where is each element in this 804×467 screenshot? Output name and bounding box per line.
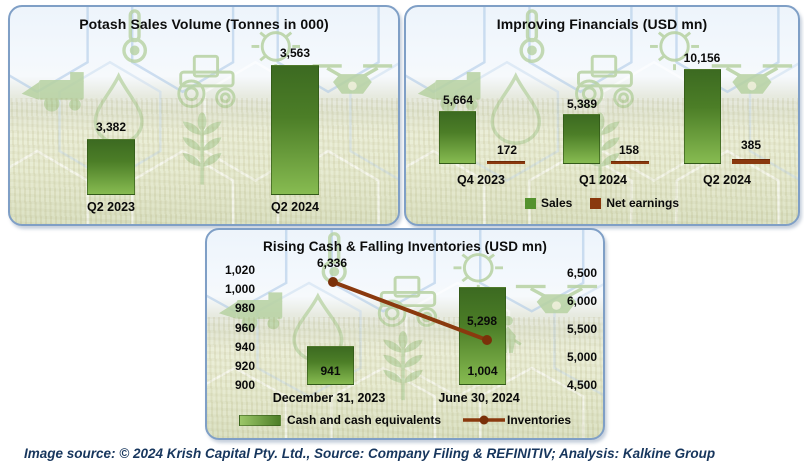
sales-value-label: 5,664 (442, 93, 474, 107)
x-axis-label: Q2 2024 (271, 200, 319, 214)
x-axis-label: Q4 2023 (457, 173, 505, 187)
cash-legend-swatch (238, 414, 281, 426)
bar-q2-2023 (87, 139, 135, 195)
inventories-line-series (328, 277, 492, 345)
right-axis-tick: 6,000 (566, 294, 597, 308)
net-bar-q2-2024 (732, 159, 770, 164)
left-axis-tick: 1,000 (224, 282, 255, 296)
legend-label: Inventories (507, 413, 572, 427)
sales-bar-q1-2024 (563, 114, 600, 164)
legend: Cash and cash equivalents Inventories (207, 413, 603, 427)
cash-bar-dec-2023 (307, 346, 354, 385)
left-axis-tick: 960 (234, 321, 255, 335)
sales-bar-q2-2024 (684, 69, 721, 164)
legend-label: Net earnings (606, 196, 680, 210)
inventories-value-label: 6,336 (316, 256, 348, 270)
legend-item-inventories: Inventories (463, 413, 571, 427)
left-axis-tick: 900 (234, 378, 255, 392)
net-bar-q4-2023 (487, 161, 525, 164)
sales-value-label: 10,156 (683, 51, 721, 65)
right-axis-tick: 5,500 (566, 322, 597, 336)
cash-value-label: 1,004 (467, 364, 498, 378)
x-axis-label: December 31, 2023 (272, 391, 386, 405)
bar-value-label: 3,563 (279, 46, 311, 60)
chart-title: Improving Financials (USD mn) (496, 16, 708, 32)
right-axis-tick: 5,000 (566, 350, 597, 364)
bar-value-label: 3,382 (95, 120, 127, 134)
cash-value-label: 941 (320, 364, 341, 378)
legend-item-net-earnings: Net earnings (590, 196, 679, 210)
x-axis-label: Q2 2023 (87, 200, 135, 214)
left-axis-tick: 980 (234, 301, 255, 315)
sales-bar-q4-2023 (439, 111, 476, 164)
sales-legend-swatch (524, 197, 536, 209)
legend-item-cash: Cash and cash equivalents (238, 413, 442, 427)
chart-panel-cash-inventories: Rising Cash & Falling Inventories (USD m… (205, 228, 605, 440)
left-axis-tick: 920 (234, 359, 255, 373)
field-hexagon-background (207, 230, 603, 438)
chart-title: Rising Cash & Falling Inventories (USD m… (263, 239, 547, 254)
right-axis-tick: 6,500 (566, 266, 597, 280)
right-axis-tick: 4,500 (566, 378, 597, 392)
legend-label: Cash and cash equivalents (286, 413, 442, 427)
inventories-value-label: 5,298 (466, 314, 498, 328)
chart-panel-financials: Improving Financials (USD mn) 5,664 172 … (404, 5, 800, 226)
x-axis-label: Q2 2024 (703, 173, 751, 187)
field-hexagon-background (10, 7, 398, 224)
chart-panel-potash: Potash Sales Volume (Tonnes in 000) 3,38… (8, 5, 400, 226)
bar-q2-2024 (271, 65, 319, 195)
left-axis-tick: 940 (234, 340, 255, 354)
inventories-legend-swatch (463, 415, 506, 425)
attribution-text: Image source: © 2024 Krish Capital Pty. … (24, 446, 716, 461)
legend-label: Sales (540, 196, 573, 210)
net-value-label: 158 (618, 143, 640, 157)
chart-title: Potash Sales Volume (Tonnes in 000) (79, 16, 329, 32)
legend-item-sales: Sales (524, 196, 573, 210)
inventories-point-dec-2023 (328, 277, 338, 287)
net-value-label: 172 (496, 143, 518, 157)
x-axis-label: Q1 2024 (579, 173, 627, 187)
sales-value-label: 5,389 (566, 97, 598, 111)
net-bar-q1-2024 (611, 161, 649, 164)
left-axis-tick: 1,020 (224, 263, 255, 277)
x-axis-label: June 30, 2024 (438, 391, 520, 405)
net-value-label: 385 (740, 138, 762, 152)
legend: Sales Net earnings (406, 196, 798, 210)
net-earnings-legend-swatch (590, 197, 602, 209)
